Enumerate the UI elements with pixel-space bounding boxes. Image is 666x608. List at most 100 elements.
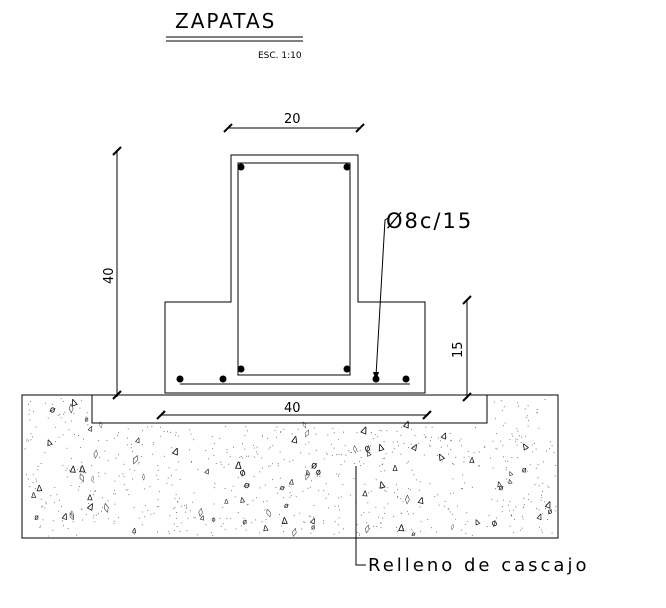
gravel-fill: Δ∆◊∆◊øΔ◊ΔΔ∆ø∆◊øΔΔ∆Δ∆◊◊ΔøΔ◊Δ∆∆ øΔ◊øøΔø◊Δ◊ø…	[21, 394, 559, 539]
svg-text:Δ: Δ	[507, 478, 514, 486]
fill-callout: Relleno de cascajo	[355, 466, 589, 576]
svg-text:◊: ◊	[78, 472, 87, 484]
gravel-stipple: Δ∆◊∆◊øΔ◊ΔΔ∆ø∆◊øΔΔ∆Δ∆◊◊ΔøΔ◊Δ∆∆ øΔ◊øøΔø◊Δ◊ø…	[24, 397, 557, 539]
drawing-title: ZAPATAS	[175, 9, 276, 33]
svg-text:ø: ø	[311, 460, 318, 472]
svg-text:Δ: Δ	[31, 491, 37, 500]
svg-text:◊: ◊	[352, 444, 357, 453]
dimension-total-height: 40	[102, 146, 122, 400]
svg-text:Δ: Δ	[393, 464, 399, 473]
rebar-dot	[219, 375, 227, 383]
svg-text:∆: ∆	[397, 523, 406, 534]
svg-text:ø: ø	[241, 517, 248, 527]
svg-text:∆: ∆	[198, 514, 206, 522]
svg-text:Δ: Δ	[134, 436, 141, 445]
svg-text:◊: ◊	[68, 511, 77, 522]
dimension-footing-height: 15	[451, 295, 472, 402]
svg-text:ø: ø	[498, 483, 505, 493]
svg-text:◊: ◊	[91, 475, 95, 482]
rebar-dot	[343, 163, 351, 171]
svg-text:∆: ∆	[507, 470, 515, 479]
svg-text:◊: ◊	[265, 507, 274, 519]
dimension-label-footing-height: 15	[451, 341, 466, 358]
dimension-footing-width: 40	[156, 401, 432, 420]
svg-text:∆: ∆	[44, 437, 54, 449]
svg-text:Δ: Δ	[469, 456, 476, 465]
dimension-column-width: 20	[223, 112, 365, 133]
rebar-dot	[176, 375, 184, 383]
svg-text:Δ: Δ	[436, 452, 447, 464]
svg-text:◊: ◊	[70, 509, 76, 519]
svg-text:∆: ∆	[68, 397, 79, 410]
footing-section	[92, 154, 487, 424]
svg-text:ø: ø	[210, 515, 217, 524]
svg-text:◊: ◊	[303, 427, 312, 438]
svg-text:∆: ∆	[35, 484, 43, 494]
concrete-outline	[164, 154, 426, 394]
svg-text:Δ: Δ	[85, 501, 96, 514]
rebar-dot	[237, 365, 245, 373]
column-stirrup	[237, 162, 351, 376]
svg-text:◊: ◊	[405, 494, 411, 505]
svg-text:Δ: Δ	[289, 477, 295, 487]
svg-text:Δ: Δ	[304, 468, 311, 477]
svg-text:Δ: Δ	[131, 526, 137, 535]
svg-text:◊: ◊	[291, 527, 299, 539]
svg-text:Δ: Δ	[359, 425, 370, 438]
svg-text:◊: ◊	[364, 523, 372, 535]
fill-label: Relleno de cascajo	[368, 555, 589, 576]
svg-text:Δ: Δ	[239, 495, 246, 505]
drawing-scale: ESC. 1:10	[258, 51, 302, 61]
svg-text:ø: ø	[237, 467, 247, 480]
svg-text:Δ: Δ	[409, 442, 419, 454]
svg-text:◊: ◊	[68, 403, 74, 414]
rebar-dot	[402, 375, 410, 383]
svg-text:ø: ø	[489, 517, 500, 530]
svg-text:ø: ø	[242, 479, 252, 492]
rebar-callout: Ø8c/15	[373, 209, 473, 381]
rebar-dot	[237, 163, 245, 171]
svg-text:Δ: Δ	[402, 419, 413, 432]
dimension-label-footing-width: 40	[284, 401, 301, 416]
svg-text:ø: ø	[311, 524, 315, 532]
svg-text:Δ: Δ	[290, 434, 299, 446]
svg-text:Δ: Δ	[87, 424, 95, 433]
svg-text:Δ: Δ	[281, 516, 289, 527]
svg-text:∆: ∆	[520, 442, 531, 454]
svg-text:∆: ∆	[377, 479, 387, 492]
svg-text:◊: ◊	[98, 421, 104, 430]
svg-text:∆: ∆	[416, 496, 425, 507]
svg-text:∆: ∆	[170, 446, 182, 459]
svg-text:◊: ◊	[103, 502, 111, 514]
svg-text:∆: ∆	[308, 515, 318, 526]
svg-text:Δ: Δ	[203, 467, 211, 476]
svg-text:ø: ø	[522, 465, 527, 474]
svg-text:Δ: Δ	[235, 461, 242, 472]
svg-text:◊: ◊	[450, 524, 455, 532]
svg-text:Δ: Δ	[496, 479, 503, 489]
svg-text:∆: ∆	[86, 493, 93, 502]
svg-text:◊: ◊	[301, 419, 308, 429]
svg-text:ø: ø	[363, 442, 372, 454]
rebar-label: Ø8c/15	[386, 209, 473, 233]
svg-text:∆: ∆	[361, 489, 369, 498]
svg-text:∆: ∆	[364, 449, 373, 459]
svg-text:◊: ◊	[142, 473, 146, 481]
svg-text:ø: ø	[48, 405, 57, 416]
svg-text:Δ: Δ	[61, 511, 70, 522]
svg-text:∆: ∆	[439, 431, 449, 443]
svg-text:◊: ◊	[131, 454, 140, 466]
svg-text:ø: ø	[34, 513, 39, 522]
svg-text:◊: ◊	[198, 507, 204, 519]
svg-text:Δ: Δ	[79, 464, 86, 475]
svg-text:ø: ø	[547, 507, 553, 517]
svg-text:ø: ø	[411, 531, 416, 539]
svg-text:ø: ø	[84, 415, 90, 424]
rebar-dot	[343, 365, 351, 373]
svg-text:ø: ø	[283, 501, 290, 511]
dimension-label-total-height: 40	[102, 267, 117, 284]
svg-text:◊: ◊	[304, 471, 310, 481]
svg-text:ø: ø	[278, 483, 286, 493]
svg-text:∆: ∆	[68, 464, 77, 476]
